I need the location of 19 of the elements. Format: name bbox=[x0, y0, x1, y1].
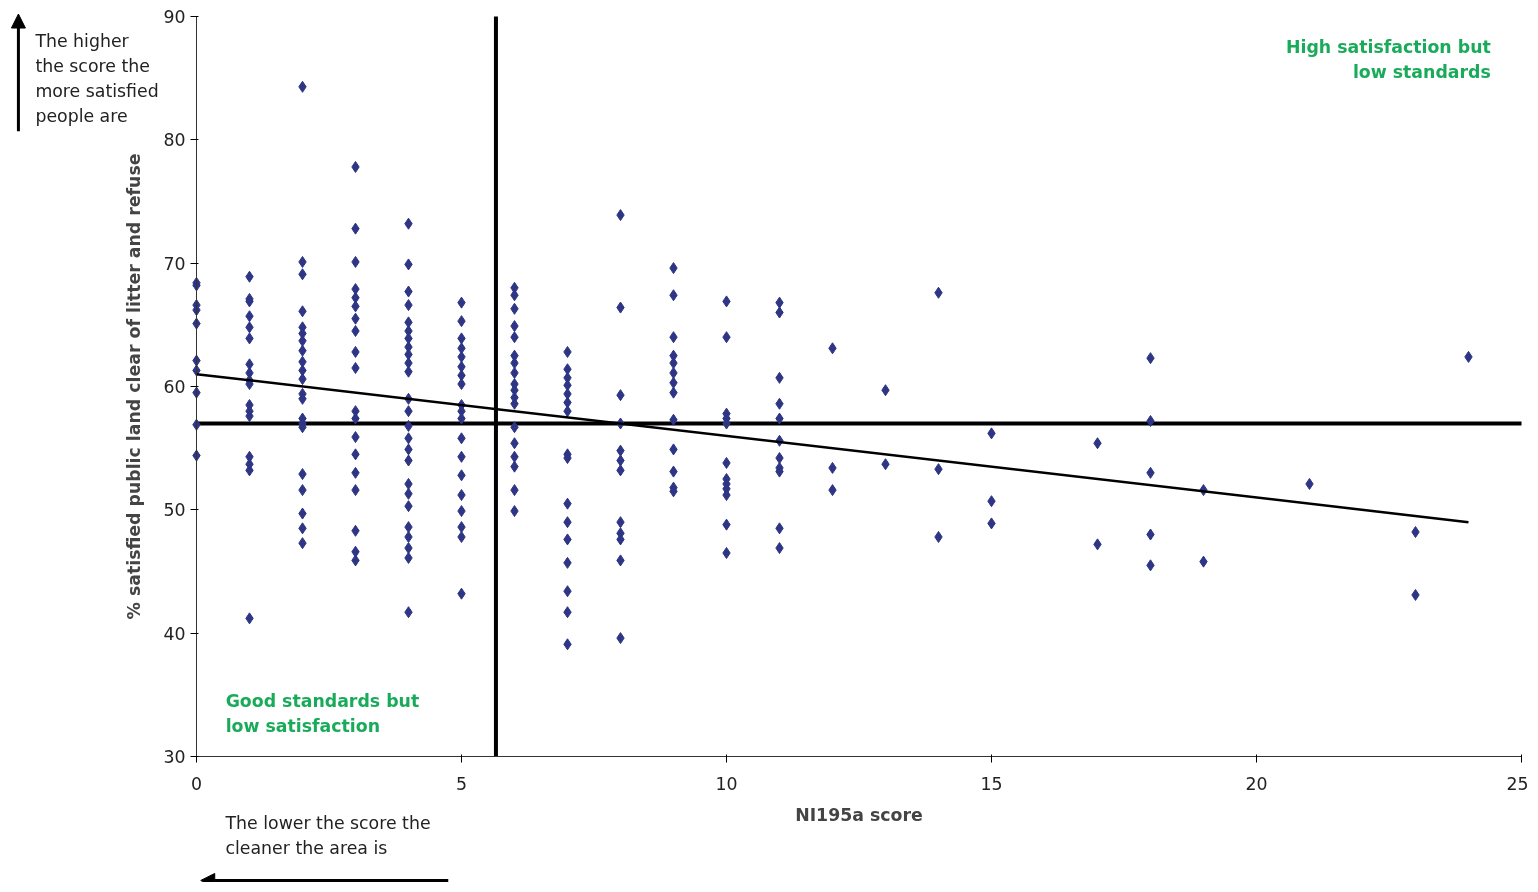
y-tick-label: 70 bbox=[163, 253, 186, 274]
x-axis-title: NI195a score bbox=[795, 804, 923, 825]
annotation: Good standards but low satisfaction bbox=[225, 691, 420, 737]
annotation: High satisfaction but low standards bbox=[1285, 37, 1491, 83]
y-axis-title: % satisfied public land clear of litter and refuse bbox=[124, 153, 145, 620]
x-tick-label: 0 bbox=[190, 773, 203, 794]
x-tick-label: 15 bbox=[980, 773, 1003, 794]
y-tick-label: 50 bbox=[163, 500, 186, 521]
y-tick-label: 80 bbox=[163, 130, 186, 151]
x-tick-label: 5 bbox=[455, 773, 468, 794]
y-tick-label: 40 bbox=[163, 623, 186, 644]
y-tick-label: 90 bbox=[163, 7, 186, 27]
x-tick-label: 25 bbox=[1506, 773, 1529, 794]
y-tick-label: 30 bbox=[163, 747, 186, 767]
y-tick-label: 60 bbox=[163, 377, 186, 397]
text: The higher the score the more satisfied people are bbox=[34, 30, 159, 126]
text: The lower the score the cleaner the area is bbox=[224, 813, 431, 859]
x-tick-label: 10 bbox=[715, 773, 738, 794]
x-tick-label: 20 bbox=[1245, 773, 1268, 794]
